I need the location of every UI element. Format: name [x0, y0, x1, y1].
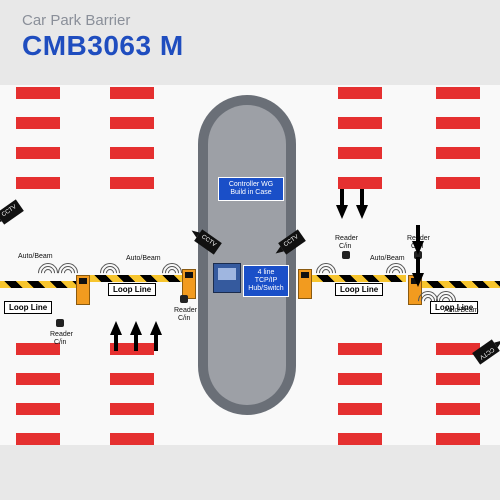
lane-mark: [338, 87, 382, 99]
lane-mark: [16, 117, 60, 129]
lane-mark: [338, 147, 382, 159]
ab-1: Auto/Beam: [18, 253, 53, 260]
arrow-up-stem-2: [134, 333, 138, 351]
rd-3: Reader: [335, 235, 358, 242]
arrow-down-4: [412, 273, 424, 287]
lane-mark: [16, 87, 60, 99]
stage: Car Park Barrier CMB3063 M Controller WG…: [0, 0, 500, 500]
title-main: CMB3063 M: [22, 30, 184, 62]
beam-6: [386, 263, 406, 283]
lane-mark: [338, 117, 382, 129]
lane-mark: [338, 403, 382, 415]
lane-mark: [338, 433, 382, 445]
sign-controller: Controller WGBuild in Case: [218, 177, 284, 201]
beam-8: [436, 291, 456, 311]
lane-mark: [110, 117, 154, 129]
title-subtitle: Car Park Barrier: [22, 12, 130, 29]
arrow-up-stem-1: [114, 333, 118, 351]
lane-mark: [110, 147, 154, 159]
lane-mark: [16, 403, 60, 415]
rd-1b: C/in: [54, 339, 66, 346]
guard-booth: [213, 263, 241, 293]
beam-1: [38, 263, 58, 283]
rd-1: Reader: [50, 331, 73, 338]
lane-mark: [16, 373, 60, 385]
lane-mark: [16, 433, 60, 445]
lane-mark: [436, 403, 480, 415]
reader-box-2: [180, 295, 188, 303]
lane-mark: [110, 403, 154, 415]
lane-mark: [16, 177, 60, 189]
diagram-area: Controller WGBuild in Case 4 lineTCP/IPHu…: [0, 85, 500, 445]
lane-mark: [338, 373, 382, 385]
lane-mark: [436, 147, 480, 159]
beam-3: [100, 263, 120, 283]
beam-4: [162, 263, 182, 283]
cab-1: [76, 275, 90, 305]
lane-mark: [436, 433, 480, 445]
beam-2: [58, 263, 78, 283]
lane-mark: [338, 177, 382, 189]
rd-3b: C/in: [339, 243, 351, 250]
arm-4: [422, 281, 500, 288]
lane-mark: [338, 343, 382, 355]
arrow-down-3: [412, 241, 424, 255]
reader-box-1: [56, 319, 64, 327]
lane-mark: [436, 373, 480, 385]
lane-3: [330, 85, 390, 445]
lane-mark: [436, 87, 480, 99]
arrow-up-stem-3: [154, 333, 158, 351]
traffic-island-inner: [208, 105, 286, 405]
lane-mark: [110, 177, 154, 189]
lane-mark: [110, 87, 154, 99]
lane-mark: [110, 373, 154, 385]
lane-mark: [436, 177, 480, 189]
ab-2: Auto/Beam: [126, 255, 161, 262]
arrow-down-1: [336, 205, 348, 219]
arrow-down-2: [356, 205, 368, 219]
sign-tcpip: 4 lineTCP/IPHub/Switch: [243, 265, 289, 297]
lane-4: [428, 85, 488, 445]
rd-2: Reader: [174, 307, 197, 314]
lane-mark: [110, 433, 154, 445]
reader-box-3: [342, 251, 350, 259]
traffic-island: [198, 95, 296, 415]
rd-2b: C/in: [178, 315, 190, 322]
ab-3: Auto/Beam: [370, 255, 405, 262]
beam-5: [316, 263, 336, 283]
cab-3: [298, 269, 312, 299]
loop-1: Loop Line: [4, 301, 52, 314]
lane-mark: [436, 117, 480, 129]
loop-2: Loop Line: [108, 283, 156, 296]
lane-mark: [16, 147, 60, 159]
loop-3: Loop Line: [335, 283, 383, 296]
